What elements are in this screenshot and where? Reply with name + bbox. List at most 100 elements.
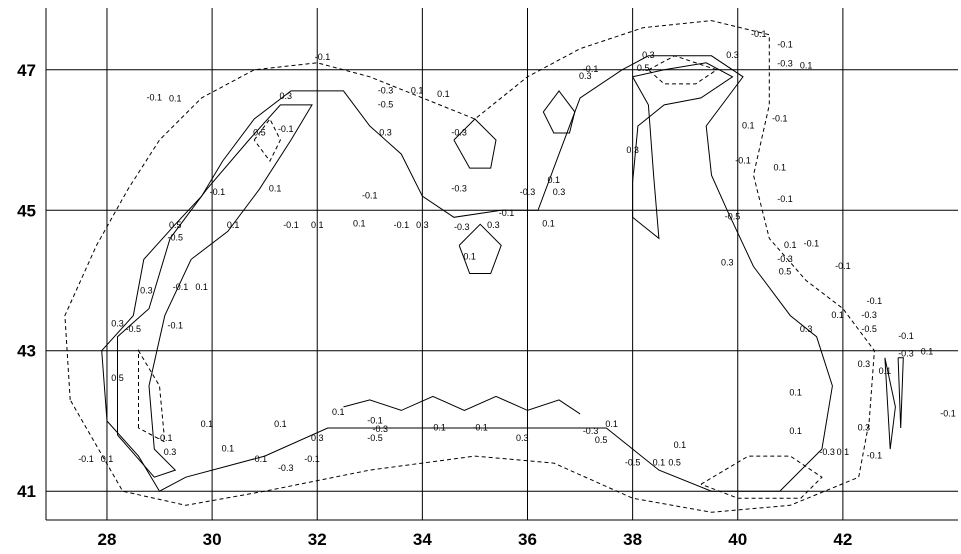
contour-label: -0.5 <box>378 99 394 109</box>
contour-label: -0.1 <box>304 454 320 464</box>
contour-label: 0.3 <box>140 285 153 295</box>
contour-label: 0.1 <box>274 419 287 429</box>
contour-label: -0.1 <box>394 220 410 230</box>
contour-line <box>454 119 496 168</box>
contour-label: -0.3 <box>520 187 536 197</box>
contour-label: -0.1 <box>278 124 294 134</box>
contour-label: -0.3 <box>278 463 294 473</box>
contour-label: 0.3 <box>800 324 813 334</box>
contour-line <box>701 456 822 498</box>
contour-label: 0.3 <box>487 220 500 230</box>
contour-label: -0.1 <box>777 40 793 50</box>
contour-label: -0.1 <box>430 422 446 432</box>
x-tick-label: 34 <box>413 530 432 549</box>
contour-label: -0.5 <box>125 324 141 334</box>
contour-label: 0.1 <box>605 419 618 429</box>
contour-label: -0.3 <box>451 127 467 137</box>
contour-label: 0.1 <box>837 447 850 457</box>
contour-label: -0.3 <box>777 59 793 69</box>
contour-label: 0.1 <box>169 94 182 104</box>
contour-label: -0.1 <box>472 422 488 432</box>
contour-label: -0.3 <box>819 447 835 457</box>
contour-label: -0.1 <box>168 321 184 331</box>
contour-label: 0.1 <box>921 347 934 357</box>
contour-chart: 283032343638404241434547-0.1-0.10.1-0.3-… <box>0 0 961 554</box>
contour-label: 0.1 <box>774 163 787 173</box>
contour-label: -0.5 <box>725 212 741 222</box>
contour-label: -0.3 <box>451 184 467 194</box>
contour-label: -0.1 <box>898 331 914 341</box>
contour-label: 0.1 <box>542 219 555 229</box>
contour-line <box>633 63 733 239</box>
contour-label: 0.3 <box>553 187 566 197</box>
contour-label: 0.3 <box>416 220 429 230</box>
contour-label: 0.1 <box>742 120 755 130</box>
contour-label: -0.3 <box>898 349 914 359</box>
contour-label: -0.1 <box>772 113 788 123</box>
x-tick-label: 36 <box>518 530 537 549</box>
contour-label: 0.3 <box>858 359 871 369</box>
contour-label: -0.1 <box>867 450 883 460</box>
contour-line <box>543 91 575 133</box>
contour-label: 0.3 <box>626 145 639 155</box>
contour-label: 0.1 <box>311 220 324 230</box>
contour-label: -0.1 <box>583 64 599 74</box>
contour-label: 0.1 <box>101 454 114 464</box>
x-tick-label: 38 <box>623 530 642 549</box>
contour-label: -0.3 <box>861 310 877 320</box>
contour-label: -0.1 <box>940 408 956 418</box>
contour-label: 0.1 <box>548 175 561 185</box>
contour-label: -0.1 <box>78 454 94 464</box>
contour-label: 0.5 <box>595 435 608 445</box>
contour-label: -0.3 <box>777 254 793 264</box>
contour-label: 0.3 <box>721 257 734 267</box>
contour-label: 0.1 <box>195 282 208 292</box>
contour-label: -0.1 <box>173 282 189 292</box>
contour-label: 0.3 <box>279 91 292 101</box>
contour-label: 0.1 <box>653 457 666 467</box>
contour-label: 0.1 <box>227 220 240 230</box>
y-tick-label: 43 <box>17 342 36 361</box>
contour-label: 0.1 <box>411 85 424 95</box>
contour-label: 0.1 <box>353 219 366 229</box>
contour-label: 0.5 <box>253 127 266 137</box>
x-tick-label: 32 <box>308 530 327 549</box>
contour-label: -0.5 <box>168 233 184 243</box>
contour-label: -0.1 <box>835 261 851 271</box>
y-tick-label: 45 <box>17 201 36 220</box>
x-tick-label: 30 <box>203 530 222 549</box>
x-tick-label: 40 <box>728 530 747 549</box>
contour-label: -0.1 <box>499 208 515 218</box>
contour-line <box>254 119 280 161</box>
contour-label: -0.1 <box>157 433 173 443</box>
contour-label: -0.1 <box>777 194 793 204</box>
contour-label: -0.1 <box>751 29 767 39</box>
contour-label: -0.1 <box>867 296 883 306</box>
contour-line <box>139 351 165 442</box>
contour-label: 0.3 <box>642 50 655 60</box>
contour-label: 0.5 <box>668 457 681 467</box>
contour-label: -0.1 <box>315 52 331 62</box>
contour-label: 0.1 <box>789 387 802 397</box>
contour-label: 0.1 <box>784 240 797 250</box>
contour-label: 0.3 <box>311 433 324 443</box>
contour-label: 0.1 <box>879 366 892 376</box>
contour-label: 0.1 <box>463 252 476 262</box>
contour-label: 0.1 <box>269 184 282 194</box>
contour-label: 0.1 <box>222 443 235 453</box>
contour-label: 0.3 <box>858 422 871 432</box>
contour-label: 0.1 <box>437 89 450 99</box>
contour-label: -0.5 <box>625 457 641 467</box>
contour-line <box>344 396 581 414</box>
x-tick-label: 28 <box>98 530 117 549</box>
contour-label: 0.1 <box>831 310 844 320</box>
contour-label: -0.1 <box>804 238 820 248</box>
contour-label: -0.1 <box>252 454 268 464</box>
contour-label: 0.5 <box>637 63 650 73</box>
y-tick-label: 47 <box>17 61 36 80</box>
contour-label: 0.1 <box>332 407 345 417</box>
contour-label: 0.3 <box>111 318 124 328</box>
x-tick-label: 42 <box>833 530 852 549</box>
page: {"chart_data": { "type": "contour", "xli… <box>0 0 961 554</box>
contour-label: 0.1 <box>201 419 214 429</box>
